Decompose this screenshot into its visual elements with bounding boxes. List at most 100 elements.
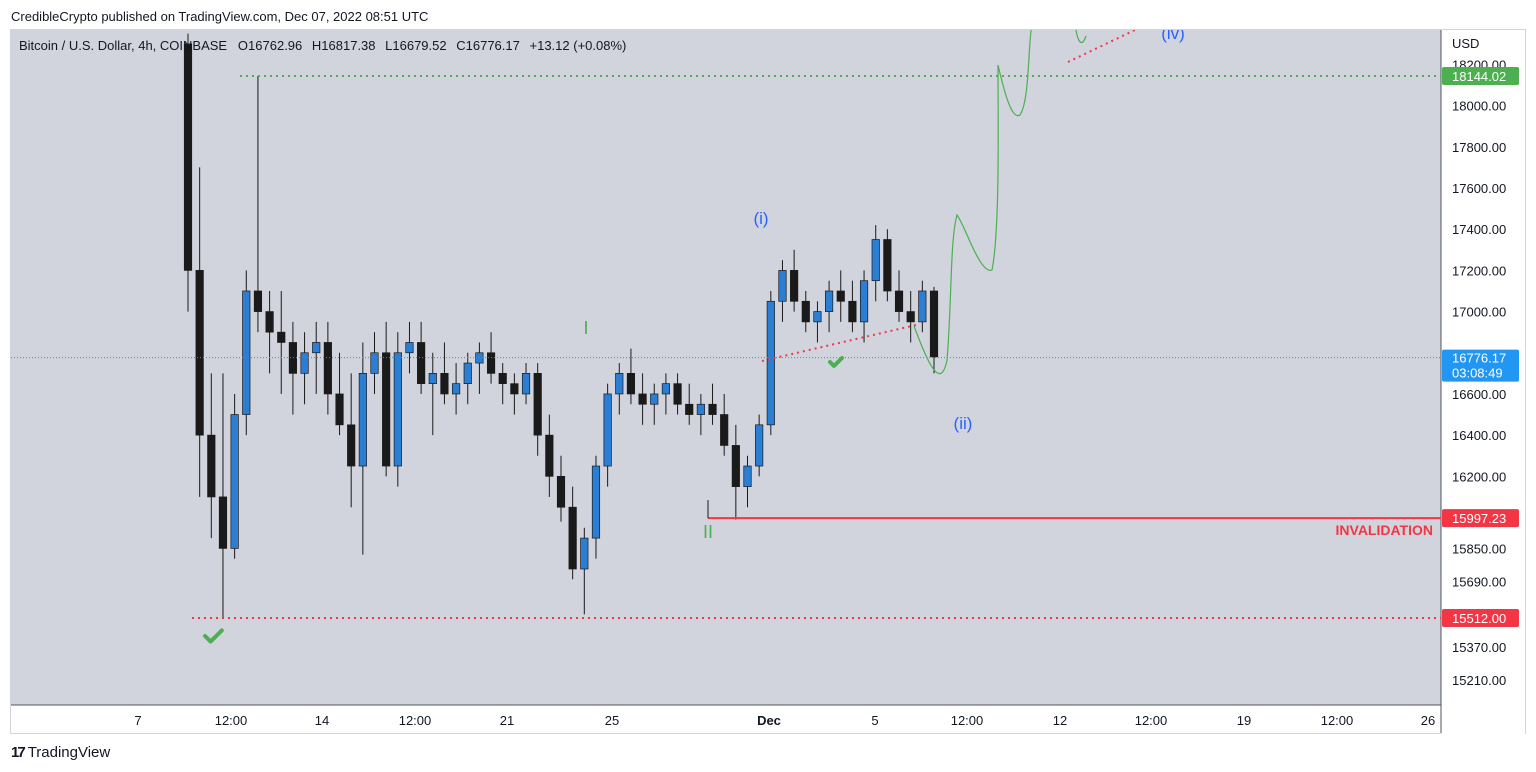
- y-tick-label: 17400.00: [1452, 222, 1506, 237]
- wave-label: II: [703, 522, 713, 542]
- candle-body: [568, 506, 577, 570]
- candle-countdown: 03:08:49: [1452, 366, 1503, 381]
- candle-body: [813, 311, 822, 323]
- x-tick-label: 5: [871, 713, 878, 728]
- currency-label: USD: [1452, 36, 1479, 51]
- y-tick-label: 17600.00: [1452, 181, 1506, 196]
- candle-body: [766, 300, 775, 426]
- invalidation-price-label: 15997.23: [1452, 511, 1506, 526]
- x-tick-label: 12:00: [215, 713, 248, 728]
- x-tick-label: 12:00: [1321, 713, 1354, 728]
- candle-body: [894, 290, 904, 312]
- wave-label: (ii): [954, 414, 973, 433]
- current-price-value: 16776.17: [1452, 351, 1506, 366]
- close-label: C: [456, 38, 466, 53]
- plot-background[interactable]: [11, 30, 1441, 705]
- chart-frame[interactable]: [10, 29, 1526, 734]
- wave-label: (i): [753, 209, 768, 228]
- y-tick-label: 15210.00: [1452, 673, 1506, 688]
- x-tick-label: 12:00: [399, 713, 432, 728]
- candle-body: [486, 352, 496, 374]
- candle-body: [242, 290, 251, 415]
- x-tick-label: 19: [1237, 713, 1251, 728]
- x-tick-label: Dec: [757, 713, 781, 728]
- open-label: O: [237, 38, 249, 53]
- candle-body: [347, 424, 356, 467]
- candle-body: [440, 373, 449, 395]
- candle-body: [743, 465, 752, 487]
- x-tick-label: 14: [315, 713, 329, 728]
- candle-body: [580, 537, 589, 570]
- y-tick-label: 17000.00: [1452, 305, 1506, 320]
- wave-trendline-upper: [1067, 30, 1136, 63]
- candle-body: [312, 342, 321, 354]
- candle-body: [207, 434, 216, 498]
- candle-body: [393, 352, 402, 467]
- candle-body: [405, 342, 414, 354]
- candle-body: [498, 373, 507, 385]
- candle-body: [417, 342, 426, 385]
- candle-body: [533, 373, 542, 436]
- support-price-badge: [1442, 609, 1519, 627]
- y-tick-label: 16600.00: [1452, 387, 1506, 402]
- candle-body: [848, 300, 857, 323]
- candle-body: [708, 403, 717, 415]
- candle-body: [626, 373, 636, 395]
- footer: 17 TradingView: [11, 744, 110, 761]
- candle-body: [859, 280, 869, 323]
- candle-body: [265, 311, 274, 333]
- current-price-badge: [1442, 349, 1519, 382]
- candle-body: [673, 383, 682, 405]
- low-label: L: [385, 38, 393, 53]
- candle-body: [358, 373, 367, 467]
- candle-body: [603, 393, 612, 467]
- candle-body: [778, 270, 787, 302]
- y-tick-label: 17200.00: [1452, 263, 1506, 278]
- target-price-badge: [1442, 67, 1519, 85]
- candle-body: [300, 352, 309, 374]
- wave-trendline: [761, 324, 917, 362]
- check-mark-icon: [828, 356, 844, 368]
- footer-brand[interactable]: TradingView: [27, 744, 111, 761]
- wave-label: (iv): [1161, 24, 1185, 43]
- y-tick-label: 16200.00: [1452, 469, 1506, 484]
- candle-body: [591, 465, 601, 539]
- candle-body: [615, 373, 624, 395]
- candle-body: [918, 290, 927, 323]
- candle-body: [545, 434, 554, 477]
- price-axis[interactable]: [1441, 30, 1525, 734]
- candle-body: [382, 352, 391, 467]
- tradingview-logo-icon: 17: [11, 744, 26, 761]
- candle-body: [335, 393, 344, 426]
- candle-body: [277, 331, 286, 343]
- invalidation-text: INVALIDATION: [1336, 522, 1433, 538]
- y-tick-label: 16400.00: [1452, 428, 1506, 443]
- support-price-label: 15512.00: [1452, 611, 1506, 626]
- plot-area: III(i)(ii)(iv): [11, 24, 1441, 644]
- high-label: H: [311, 38, 322, 53]
- time-axis[interactable]: [11, 705, 1441, 733]
- candle-body: [790, 270, 799, 302]
- target-price-label: 18144.02: [1452, 69, 1506, 84]
- candle-body: [510, 383, 519, 395]
- candle-body: [836, 290, 845, 302]
- publisher-line: CredibleCrypto published on TradingView.…: [11, 9, 429, 24]
- open-value: 16762.96: [248, 38, 303, 53]
- candle-body: [521, 373, 531, 395]
- candle-body: [906, 311, 915, 323]
- candle-body: [731, 445, 740, 487]
- candle-body: [253, 290, 263, 312]
- candle-body: [650, 393, 659, 405]
- y-tick-label: 18000.00: [1452, 99, 1506, 114]
- candle-body: [218, 496, 228, 549]
- x-tick-label: 12:00: [951, 713, 984, 728]
- invalidation-price-badge: [1442, 509, 1519, 528]
- low-value: 16679.52: [392, 38, 447, 53]
- candle-body: [685, 403, 694, 415]
- candle-body: [696, 403, 705, 415]
- x-tick-label: 12:00: [1135, 713, 1168, 728]
- x-tick-label: 7: [134, 713, 141, 728]
- change-value: +13.12 (+0.08%): [529, 38, 627, 53]
- x-tick-label: 21: [500, 713, 514, 728]
